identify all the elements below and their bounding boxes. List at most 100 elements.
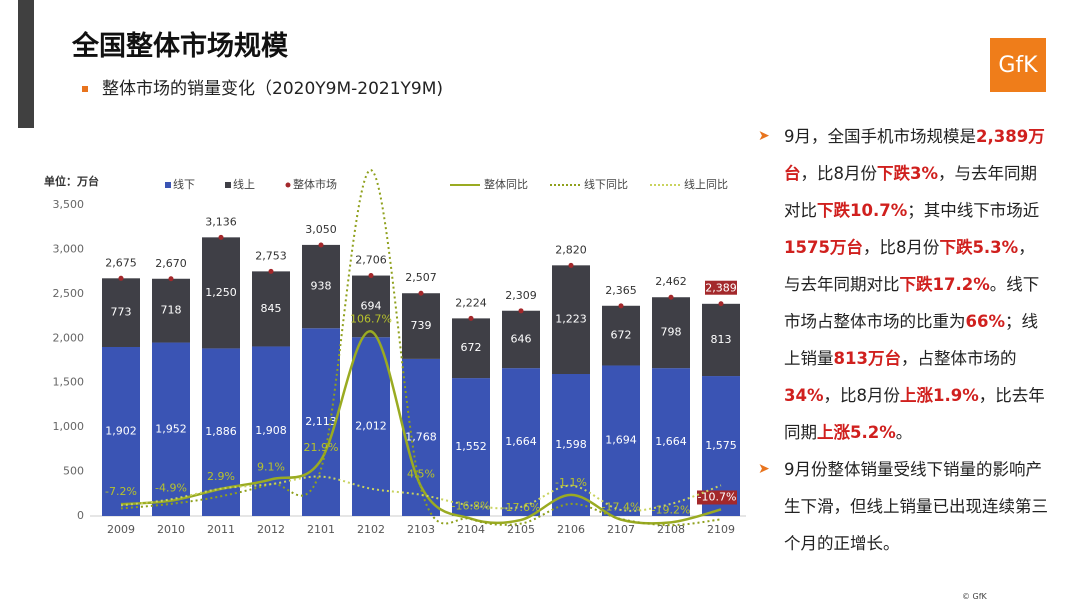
total-marker xyxy=(368,273,374,279)
bar-label: 1,552 xyxy=(455,440,487,453)
bar-label: 813 xyxy=(711,333,732,346)
total-marker xyxy=(568,262,574,268)
yoy-label: 2.9% xyxy=(207,470,235,483)
note-text: 66% xyxy=(965,312,1006,331)
bar-label: 1,902 xyxy=(105,424,137,437)
note-text: ，比8月份 xyxy=(800,164,878,183)
label-box xyxy=(697,490,737,505)
bar-label: 773 xyxy=(111,306,132,319)
total-label: 3,050 xyxy=(305,223,337,236)
total-label: 3,136 xyxy=(205,215,237,228)
note: 9月份整体销量受线下销量的影响产生下滑，但线上销量已出现连续第三个月的正增长。 xyxy=(758,451,1048,562)
note-text: 下跌17.2% xyxy=(899,275,990,294)
total-marker xyxy=(268,268,274,274)
total-marker xyxy=(118,275,124,281)
yoy-label: 4.5% xyxy=(407,467,435,480)
bar-label: 2,012 xyxy=(355,420,387,433)
yoy-label: -10.7% xyxy=(698,490,737,503)
x-tick-label: 2109 xyxy=(707,523,735,536)
total-marker xyxy=(718,301,724,307)
footer: © GfK xyxy=(962,592,987,601)
bar-segment xyxy=(152,278,190,343)
note-text: 34% xyxy=(784,386,824,405)
total-label: 2,820 xyxy=(555,243,587,256)
bar-label: 845 xyxy=(261,302,282,315)
bar-segment xyxy=(102,346,140,516)
note-text: 9月，全国手机市场规模是 xyxy=(784,127,976,146)
x-tick-label: 2107 xyxy=(607,523,635,536)
total-label: 2,675 xyxy=(105,256,137,269)
bar-segment xyxy=(502,310,540,369)
y-tick-label: 2,500 xyxy=(53,287,85,300)
total-marker xyxy=(418,290,424,296)
legend-swatch xyxy=(285,182,291,188)
notes: 9月，全国手机市场规模是2,389万台，比8月份下跌3%，与去年同期对比下跌10… xyxy=(758,118,1048,562)
bar-segment xyxy=(402,358,440,516)
x-tick-label: 2011 xyxy=(207,523,235,536)
bar-label: 694 xyxy=(361,299,382,312)
bar-segment xyxy=(302,328,340,516)
y-tick-label: 0 xyxy=(77,509,84,522)
bar-segment xyxy=(252,271,290,347)
x-tick-label: 2103 xyxy=(407,523,435,536)
bar-label: 1,768 xyxy=(405,430,437,443)
legend-label: 线上同比 xyxy=(684,177,728,191)
total-label: 2,753 xyxy=(255,249,287,262)
bar-segment xyxy=(602,305,640,366)
label-box xyxy=(705,280,737,295)
bar-label: 1,952 xyxy=(155,422,187,435)
note-text: 813万台 xyxy=(833,349,901,368)
bar-label: 798 xyxy=(661,326,682,339)
bar-label: 1,575 xyxy=(705,439,737,452)
logo: GfK xyxy=(990,38,1046,92)
note-text: ，比8月份 xyxy=(823,386,901,405)
total-marker xyxy=(618,303,624,309)
total-label: 2,706 xyxy=(355,254,387,267)
bar-label: 1,886 xyxy=(205,425,237,438)
total-label: 2,389 xyxy=(705,282,737,295)
bar-segment xyxy=(552,374,590,516)
y-tick-label: 1,000 xyxy=(53,420,85,433)
legend-swatch xyxy=(165,182,171,188)
note-text: 上涨5.2% xyxy=(817,423,896,442)
bar-segment xyxy=(652,297,690,369)
bar-segment xyxy=(652,368,690,516)
subtitle: 整体市场的销量变化（2020Y9M-2021Y9M) xyxy=(82,74,443,99)
yoy-label: -7.2% xyxy=(105,485,137,498)
total-label: 2,309 xyxy=(505,289,537,302)
x-tick-label: 2012 xyxy=(257,523,285,536)
x-tick-label: 2105 xyxy=(507,523,535,536)
bar-segment xyxy=(702,303,740,377)
bar-label: 1,908 xyxy=(255,424,287,437)
y-tick-label: 1,500 xyxy=(53,376,85,389)
bar-label: 718 xyxy=(161,304,182,317)
note-text: ；其中线下市场近 xyxy=(907,201,1040,220)
note-text: ，比8月份 xyxy=(862,238,940,257)
legend-label: 整体同比 xyxy=(484,177,528,191)
total-marker xyxy=(218,234,224,240)
legend-label: 整体市场 xyxy=(293,177,337,191)
note-text: 上涨1.9% xyxy=(900,386,979,405)
note-text: ，占整体市场的 xyxy=(900,349,1017,368)
total-label: 2,365 xyxy=(605,284,637,297)
bar-label: 938 xyxy=(311,280,332,293)
bar-segment xyxy=(402,293,440,359)
x-tick-label: 2009 xyxy=(107,523,135,536)
bar-label: 1,664 xyxy=(655,435,687,448)
legend-swatch xyxy=(225,182,231,188)
yoy-label: -19.2% xyxy=(652,503,691,516)
unit-label: 单位：万台 xyxy=(44,174,99,188)
bar-segment xyxy=(202,237,240,349)
note-text: 下跌3% xyxy=(877,164,939,183)
note-text: ，与去年同期对比 xyxy=(784,164,1038,220)
x-tick-label: 2108 xyxy=(657,523,685,536)
note-text: 下跌5.3% xyxy=(939,238,1019,257)
total-label: 2,670 xyxy=(155,257,187,270)
x-tick-label: 2101 xyxy=(307,523,335,536)
note-text: ；线上销量 xyxy=(784,312,1038,368)
total-label: 2,224 xyxy=(455,296,487,309)
total-marker xyxy=(318,242,324,248)
chart: 单位：万台 0 500 1,000 1,500 2,000 2,500 3,000 3,500 2… xyxy=(44,169,746,536)
x-tick-label: 2102 xyxy=(357,523,385,536)
